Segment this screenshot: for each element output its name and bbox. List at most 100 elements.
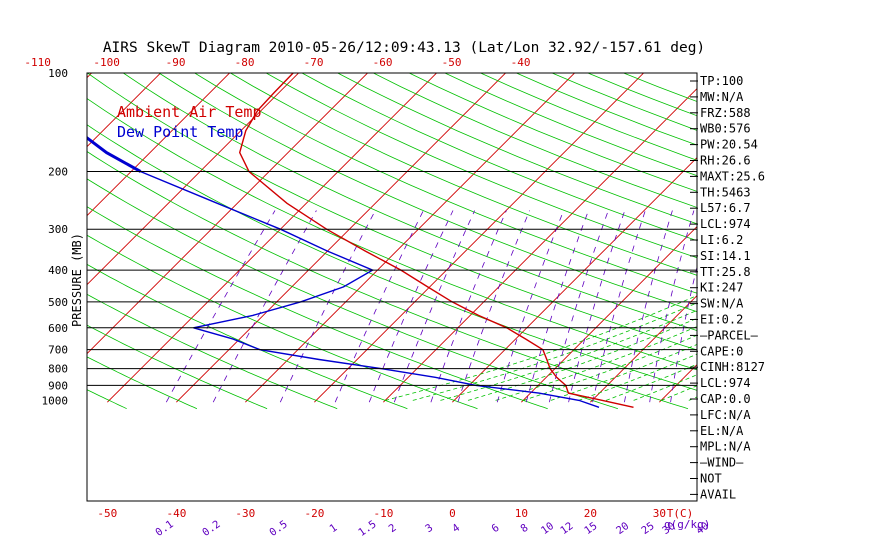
mixing-ratio-line — [212, 210, 317, 403]
dry-adiabat-line — [87, 151, 689, 410]
stat-maxt: MAXT:25.6 — [700, 169, 765, 183]
mixing-ratio-tick-label: 8 — [518, 522, 530, 535]
dry-adiabat-line — [87, 73, 697, 351]
stat-lcl: LCL:974 — [700, 217, 751, 231]
top-temp-tick-label: -80 — [235, 56, 255, 69]
bottom-temp-unit-label: T(C) — [667, 507, 694, 520]
bottom-temp-tick-label: 10 — [515, 507, 528, 520]
mixing-ratio-line — [279, 210, 376, 403]
dry-adiabat-line — [87, 178, 619, 410]
bottom-temp-tick-label: -50 — [97, 507, 117, 520]
stat-rh: RH:26.6 — [700, 154, 751, 168]
isotherm-line — [866, 58, 870, 402]
top-temp-tick-label: -70 — [304, 56, 324, 69]
pressure-tick-label: 800 — [48, 363, 68, 376]
stat-cap: CAP:0.0 — [700, 392, 751, 406]
dry-adiabat-line — [372, 73, 697, 208]
moist-adiabat-line — [578, 353, 697, 401]
bottom-temp-tick-label: -30 — [235, 507, 255, 520]
isotherm-line — [87, 73, 300, 286]
mixing-ratio-tick-label: 12 — [558, 520, 575, 537]
mixing-ratio-tick-label: 25 — [639, 520, 656, 537]
bottom-temp-tick-label: -10 — [373, 507, 393, 520]
isotherm-line — [521, 225, 697, 403]
mixing-ratio-tick-label: 0.1 — [153, 518, 175, 539]
isotherm-line — [87, 73, 231, 217]
top-temp-tick-label: -90 — [166, 56, 186, 69]
dry-adiabat-line — [443, 73, 697, 177]
pressure-tick-label: 700 — [48, 344, 68, 357]
bottom-temp-tick-label: 30 — [653, 507, 666, 520]
pressure-tick-label: 300 — [48, 223, 68, 236]
stat-lfc: LFC:N/A — [700, 408, 751, 422]
top-temp-tick-label: -100 — [93, 56, 120, 69]
y-axis-label: PRESSURE (MB) — [70, 233, 84, 327]
mixing-ratio-unit-label: q(g/kg) — [664, 518, 710, 531]
bottom-temp-tick-label: -40 — [166, 507, 186, 520]
stat-tt: TT:25.8 — [700, 265, 751, 279]
stat-ei: EI:0.2 — [700, 313, 743, 327]
mixing-ratio-tick-label: 3 — [423, 522, 435, 535]
dry-adiabat-line — [158, 73, 697, 313]
ambient-air-temp-profile — [238, 73, 634, 408]
bottom-temp-tick-label: -20 — [304, 507, 324, 520]
mixing-ratio-tick-label: 2 — [387, 522, 399, 535]
dry-adiabat-line — [87, 97, 697, 371]
isotherm-line — [659, 363, 697, 403]
isotherm-line — [87, 73, 162, 148]
mixing-ratio-line — [525, 210, 589, 403]
mixing-ratio-line — [624, 210, 673, 403]
stat-si: SI:14.1 — [700, 249, 751, 263]
moist-adiabat-line — [523, 334, 697, 401]
mixing-ratio-line — [334, 210, 424, 403]
stat-li: LI:6.2 — [700, 233, 743, 247]
mixing-ratio-tick-label: 10 — [539, 520, 556, 537]
dry-adiabat-line — [265, 73, 697, 259]
stat-el: EL:N/A — [700, 424, 744, 438]
stat-cinh: CINH:8127 — [700, 360, 765, 374]
stat-lcl: LCL:974 — [700, 376, 751, 390]
mixing-ratio-tick-label: 6 — [489, 522, 501, 535]
stat-mw: MW:N/A — [700, 90, 744, 104]
pressure-tick-label: 500 — [48, 296, 68, 309]
mixing-ratio-line — [430, 210, 507, 403]
isotherm-line — [452, 156, 697, 403]
pressure-tick-label: 100 — [48, 67, 68, 80]
dry-adiabat-line — [551, 73, 697, 131]
moist-adiabat-line — [412, 302, 697, 401]
top-temp-tick-label: -40 — [511, 56, 531, 69]
isotherm-line — [0, 58, 38, 402]
mixing-ratio-line — [393, 210, 476, 403]
pressure-tick-label: 600 — [48, 322, 68, 335]
stat-wb0: WB0:576 — [700, 122, 751, 136]
dry-adiabat-line — [479, 73, 697, 161]
mixing-ratio-line — [165, 210, 276, 403]
isotherm-line — [245, 73, 576, 403]
mixing-ratio-tick-label: 15 — [582, 520, 599, 537]
isotherm-line — [87, 73, 369, 355]
dry-adiabat-line — [193, 73, 697, 294]
legend-ambient-air-temp: Ambient Air Temp — [117, 103, 262, 121]
stat-cape: CAPE:0 — [700, 344, 743, 358]
mixing-ratio-tick-label: 20 — [614, 520, 631, 537]
stat-note: –WIND– — [700, 456, 744, 470]
stat-sw: SW:N/A — [700, 297, 744, 311]
isotherm-line — [383, 87, 697, 403]
top-temp-tick-label: -60 — [373, 56, 393, 69]
mixing-ratio-tick-label: 1.5 — [356, 518, 378, 539]
dry-adiabat-line — [229, 73, 697, 276]
top-temp-tick-label: -110 — [24, 56, 51, 69]
dry-adiabat-line — [301, 73, 697, 242]
stat-ki: KI:247 — [700, 281, 743, 295]
pressure-tick-label: 900 — [48, 379, 68, 392]
stat-mpl: MPL:N/A — [700, 440, 751, 454]
moist-adiabat-line — [605, 363, 697, 401]
chart-title: AIRS SkewT Diagram 2010-05-26/12:09:43.1… — [103, 40, 705, 56]
mixing-ratio-tick-label: 1 — [327, 522, 339, 535]
bottom-temp-tick-label: 0 — [449, 507, 456, 520]
isotherm-line — [797, 58, 870, 402]
stat-note: AVAIL — [700, 487, 736, 501]
top-temp-tick-label: -50 — [442, 56, 462, 69]
mixing-ratio-tick-label: 0.2 — [200, 518, 222, 539]
